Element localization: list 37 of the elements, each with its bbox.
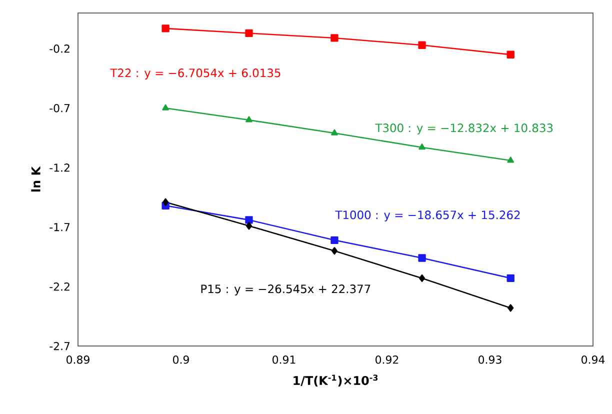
y-tick-label: -1.2 xyxy=(50,164,70,172)
y-axis-title: ln K xyxy=(31,166,40,192)
y-tick-label: -2.2 xyxy=(50,282,70,291)
annotation: P15 : y = −26.545x + 22.377 xyxy=(201,284,370,296)
point xyxy=(246,222,252,230)
annotation: T22 : y = −6.7054x + 6.0135 xyxy=(110,68,280,80)
y-tick-label: -2.7 xyxy=(50,342,70,350)
x-tick-label: 0.92 xyxy=(376,356,398,364)
annotation: T300 : y = −12.832x + 10.833 xyxy=(375,124,553,134)
y-tick-label: -0.7 xyxy=(50,104,70,112)
point xyxy=(330,34,338,42)
point xyxy=(331,129,338,136)
x-tick-label: 0.93 xyxy=(478,356,502,364)
x-tick-label: 0.9 xyxy=(173,356,189,364)
point xyxy=(246,116,252,122)
point xyxy=(245,216,253,224)
point xyxy=(162,198,169,206)
point xyxy=(508,304,514,312)
point xyxy=(418,41,426,49)
x-axis-title: 1/T(K$^{-1}$)×10$^{-3}$ xyxy=(294,374,378,386)
point xyxy=(507,156,514,163)
point xyxy=(418,144,426,150)
x-tick-label: 0.94 xyxy=(582,356,605,364)
point xyxy=(418,254,426,262)
y-tick-label: -0.2 xyxy=(50,44,70,53)
point xyxy=(162,104,169,110)
y-tick-label: -1.7 xyxy=(50,223,70,232)
point xyxy=(331,247,338,255)
point xyxy=(418,274,426,282)
point xyxy=(506,50,514,58)
point xyxy=(245,29,253,38)
point xyxy=(162,24,170,32)
annotation: T1000 : y = −18.657x + 15.262 xyxy=(335,210,520,222)
x-tick-label: 0.91 xyxy=(272,356,296,364)
point xyxy=(330,236,338,244)
point xyxy=(506,274,514,282)
x-tick-label: 0.89 xyxy=(66,356,90,364)
